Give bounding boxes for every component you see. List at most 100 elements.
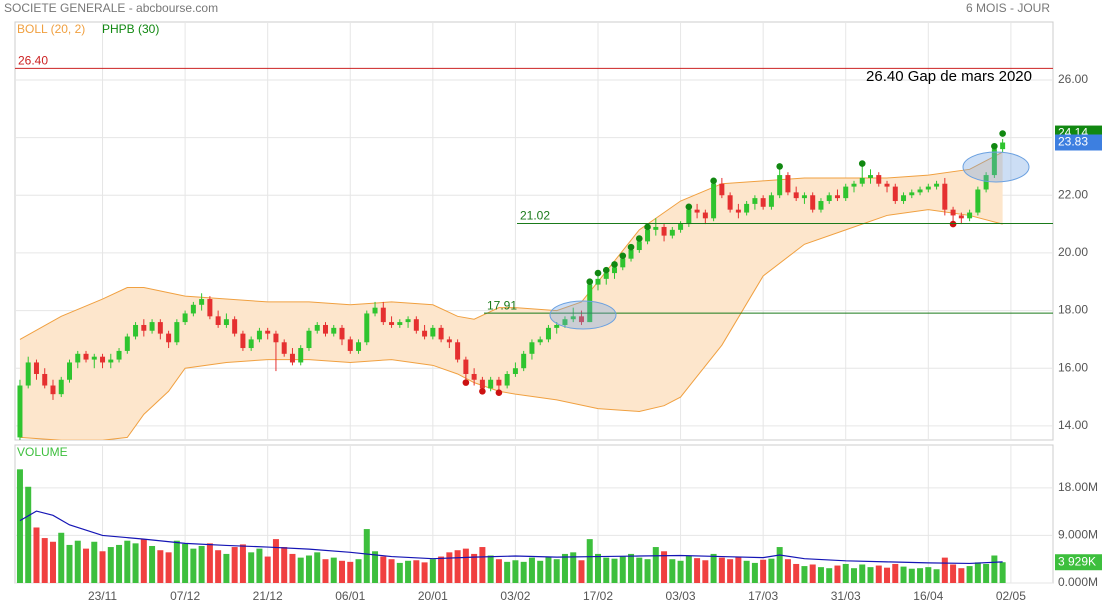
volume-bar xyxy=(619,556,626,583)
volume-bar xyxy=(256,548,263,583)
volume-bar xyxy=(900,566,907,583)
volume-bar xyxy=(25,486,32,583)
candle-body xyxy=(339,327,345,340)
volume-bar xyxy=(636,557,643,583)
candle-body xyxy=(694,209,700,213)
volume-bar xyxy=(727,559,734,583)
volume-bar xyxy=(281,547,288,583)
volume-bar xyxy=(157,550,164,583)
volume-bar xyxy=(140,539,147,583)
candle-body xyxy=(793,192,799,199)
candle-body xyxy=(752,198,758,204)
volume-bar xyxy=(570,552,577,583)
legend-boll: BOLL (20, 2) xyxy=(17,22,85,36)
volume-bar xyxy=(33,527,40,583)
candle-body xyxy=(727,195,733,210)
x-tick-label: 16/04 xyxy=(913,589,943,603)
candle-body xyxy=(636,241,642,251)
volume-bar xyxy=(859,564,866,583)
volume-title: VOLUME xyxy=(17,445,68,459)
volume-bar xyxy=(892,563,899,583)
candle-body xyxy=(810,195,816,210)
volume-bar xyxy=(446,552,453,583)
volume-bar xyxy=(685,555,692,583)
volume-bar xyxy=(958,568,965,583)
volume-bar xyxy=(974,562,981,583)
volume-bar xyxy=(347,561,354,583)
volume-bar xyxy=(710,553,717,583)
volume-bar xyxy=(223,553,230,583)
candle-body xyxy=(1000,142,1006,150)
y-tick-label: 26.00 xyxy=(1058,72,1088,86)
candle-body xyxy=(347,339,353,351)
candle-body xyxy=(248,339,254,349)
candle-body xyxy=(884,183,890,187)
volume-bar xyxy=(58,532,65,583)
candle-body xyxy=(413,319,419,331)
volume-bar xyxy=(520,561,527,583)
candle-body xyxy=(901,195,907,202)
volume-bar xyxy=(809,564,816,583)
candle-body xyxy=(281,342,287,354)
x-tick-label: 03/02 xyxy=(500,589,530,603)
candle-body xyxy=(289,353,295,363)
volume-bar xyxy=(116,544,123,583)
volume-bar xyxy=(355,559,362,583)
phpb-dot xyxy=(619,252,627,260)
volume-bar xyxy=(83,548,90,583)
volume-bar xyxy=(66,544,73,583)
candle-body xyxy=(661,226,667,236)
volume-bar xyxy=(677,560,684,583)
volume-bar xyxy=(314,552,321,583)
candle-body xyxy=(612,267,618,274)
candle-body xyxy=(174,322,180,343)
legend-phpb: PHPB (30) xyxy=(102,22,159,36)
phpb-dot xyxy=(495,389,503,397)
candle-body xyxy=(17,385,23,438)
phpb-dot xyxy=(949,220,957,228)
volume-bar xyxy=(669,559,676,583)
candle-body xyxy=(67,362,73,380)
volume-bar xyxy=(190,548,197,583)
candle-body xyxy=(141,324,147,331)
candle-body xyxy=(801,195,807,199)
candle-body xyxy=(760,198,766,207)
volume-bar xyxy=(983,563,990,583)
candle-body xyxy=(958,215,964,219)
candle-body xyxy=(628,250,634,259)
x-tick-label: 20/01 xyxy=(418,589,448,603)
volume-bar xyxy=(537,560,544,583)
volume-bar xyxy=(528,557,535,583)
volume-bar xyxy=(611,558,618,583)
volume-bar xyxy=(561,553,568,583)
volume-bar xyxy=(586,539,593,583)
y-tick-label: 22.00 xyxy=(1058,187,1088,201)
candle-body xyxy=(91,356,97,360)
candle-body xyxy=(843,186,849,199)
candle-body xyxy=(603,273,609,279)
y-tick-label: 0.000M xyxy=(1058,575,1098,589)
volume-bar xyxy=(479,547,486,583)
x-tick-label: 17/02 xyxy=(583,589,613,603)
volume-bar xyxy=(735,556,742,583)
volume-bar xyxy=(124,540,131,583)
volume-bar xyxy=(396,562,403,583)
candle-body xyxy=(686,209,692,225)
candle-body xyxy=(562,319,568,325)
candle-body xyxy=(834,195,840,199)
candle-body xyxy=(735,209,741,213)
volume-bar xyxy=(702,560,709,583)
candle-body xyxy=(496,379,502,386)
phpb-dot xyxy=(999,130,1006,137)
phpb-dot xyxy=(685,203,693,211)
volume-bar xyxy=(231,547,238,583)
y-tick-label: 14.00 xyxy=(1058,418,1088,432)
volume-bar xyxy=(182,543,189,583)
candle-body xyxy=(950,209,956,216)
candle-body xyxy=(554,324,560,328)
phpb-dot xyxy=(635,235,643,242)
volume-ma xyxy=(19,510,1003,565)
volume-bar xyxy=(644,559,651,583)
candle-body xyxy=(851,183,857,187)
volume-bar xyxy=(760,559,767,583)
